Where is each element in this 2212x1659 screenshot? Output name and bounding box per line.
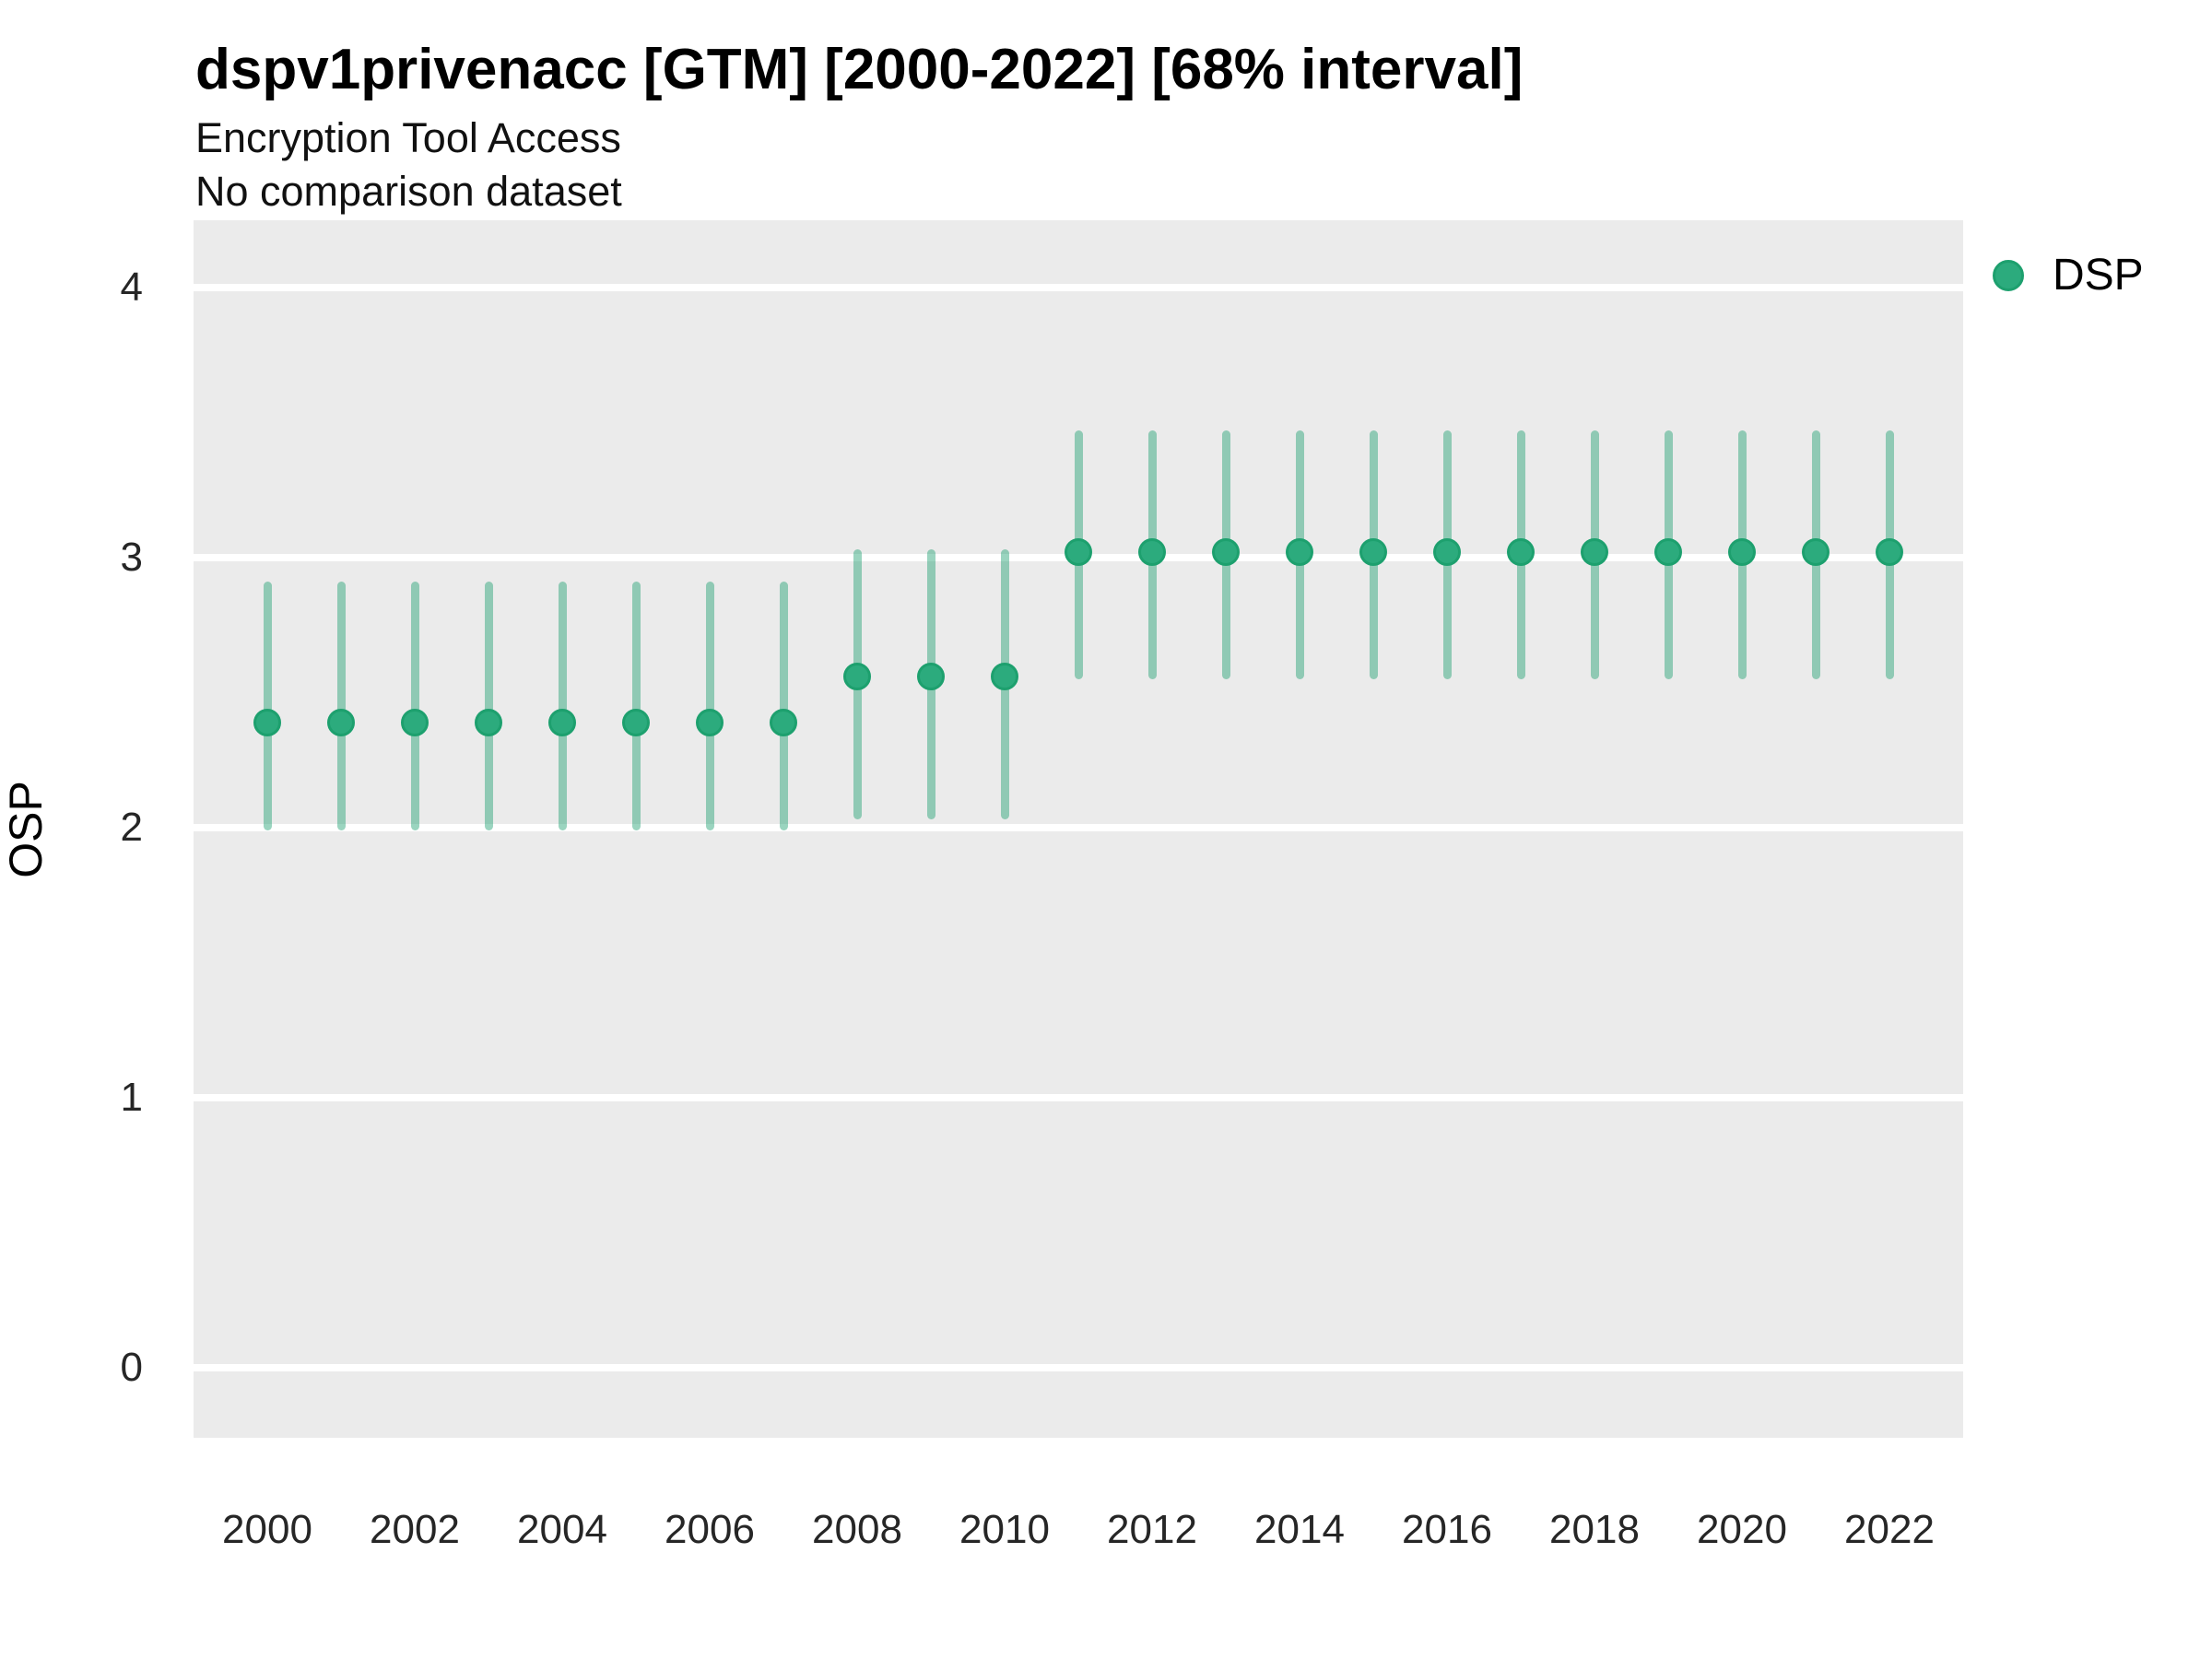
x-tick-label: 2012: [1107, 1507, 1197, 1552]
legend-label: DSP: [2053, 251, 2144, 300]
major-gridline: [194, 824, 1963, 832]
chart-title: dspv1privenacc [GTM] [2000-2022] [68% in…: [195, 38, 1524, 101]
y-tick-label: 4: [120, 265, 143, 311]
y-tick-label: 3: [120, 535, 143, 581]
data-point: [1433, 538, 1461, 567]
data-point: [253, 708, 281, 736]
data-point: [1065, 538, 1092, 567]
data-point: [770, 708, 797, 736]
data-point: [1654, 538, 1682, 567]
interval-bar: [484, 582, 493, 830]
chart-header: dspv1privenacc [GTM] [2000-2022] [68% in…: [195, 37, 1523, 218]
data-point: [843, 663, 871, 690]
y-tick-label: 1: [120, 1074, 143, 1120]
major-gridline: [194, 1363, 1963, 1371]
data-point: [1286, 538, 1313, 567]
chart-subtitle: Encryption Tool Access: [195, 114, 621, 161]
data-point: [991, 663, 1018, 690]
plot-panel: [194, 220, 1963, 1438]
y-tick-label: 2: [120, 805, 143, 851]
interval-bar: [263, 582, 272, 830]
data-point: [548, 708, 576, 736]
interval-bar: [705, 582, 714, 830]
x-tick-label: 2010: [959, 1507, 1050, 1552]
legend-point-icon: [1993, 260, 2024, 291]
x-tick-label: 2018: [1549, 1507, 1640, 1552]
x-tick-label: 2000: [222, 1507, 312, 1552]
data-point: [401, 708, 429, 736]
data-point: [1212, 538, 1240, 567]
interval-bar: [779, 582, 788, 830]
x-tick-label: 2002: [370, 1507, 460, 1552]
data-point: [1138, 538, 1166, 567]
interval-bar: [631, 582, 641, 830]
major-gridline: [194, 284, 1963, 292]
data-point: [1876, 538, 1903, 567]
data-point: [475, 708, 502, 736]
major-gridline: [194, 1093, 1963, 1101]
data-point: [696, 708, 724, 736]
data-point: [1802, 538, 1830, 567]
x-tick-label: 2022: [1844, 1507, 1935, 1552]
chart-note: No comparison dataset: [195, 168, 622, 215]
legend: DSP: [1993, 250, 2144, 301]
data-point: [917, 663, 945, 690]
x-tick-label: 2006: [665, 1507, 755, 1552]
data-point: [1359, 538, 1387, 567]
data-point: [327, 708, 355, 736]
x-tick-label: 2014: [1254, 1507, 1345, 1552]
x-tick-label: 2008: [812, 1507, 902, 1552]
interval-bar: [410, 582, 419, 830]
x-tick-label: 2016: [1402, 1507, 1492, 1552]
data-point: [1581, 538, 1608, 567]
data-point: [1728, 538, 1756, 567]
interval-bar: [558, 582, 567, 830]
y-tick-label: 0: [120, 1344, 143, 1390]
x-tick-label: 2020: [1697, 1507, 1787, 1552]
data-point: [1507, 538, 1535, 567]
data-point: [622, 708, 650, 736]
x-tick-label: 2004: [517, 1507, 607, 1552]
interval-bar: [336, 582, 346, 830]
